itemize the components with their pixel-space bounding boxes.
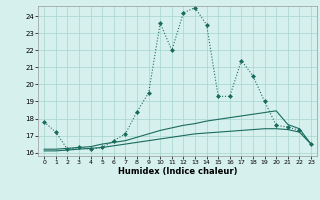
X-axis label: Humidex (Indice chaleur): Humidex (Indice chaleur) <box>118 167 237 176</box>
